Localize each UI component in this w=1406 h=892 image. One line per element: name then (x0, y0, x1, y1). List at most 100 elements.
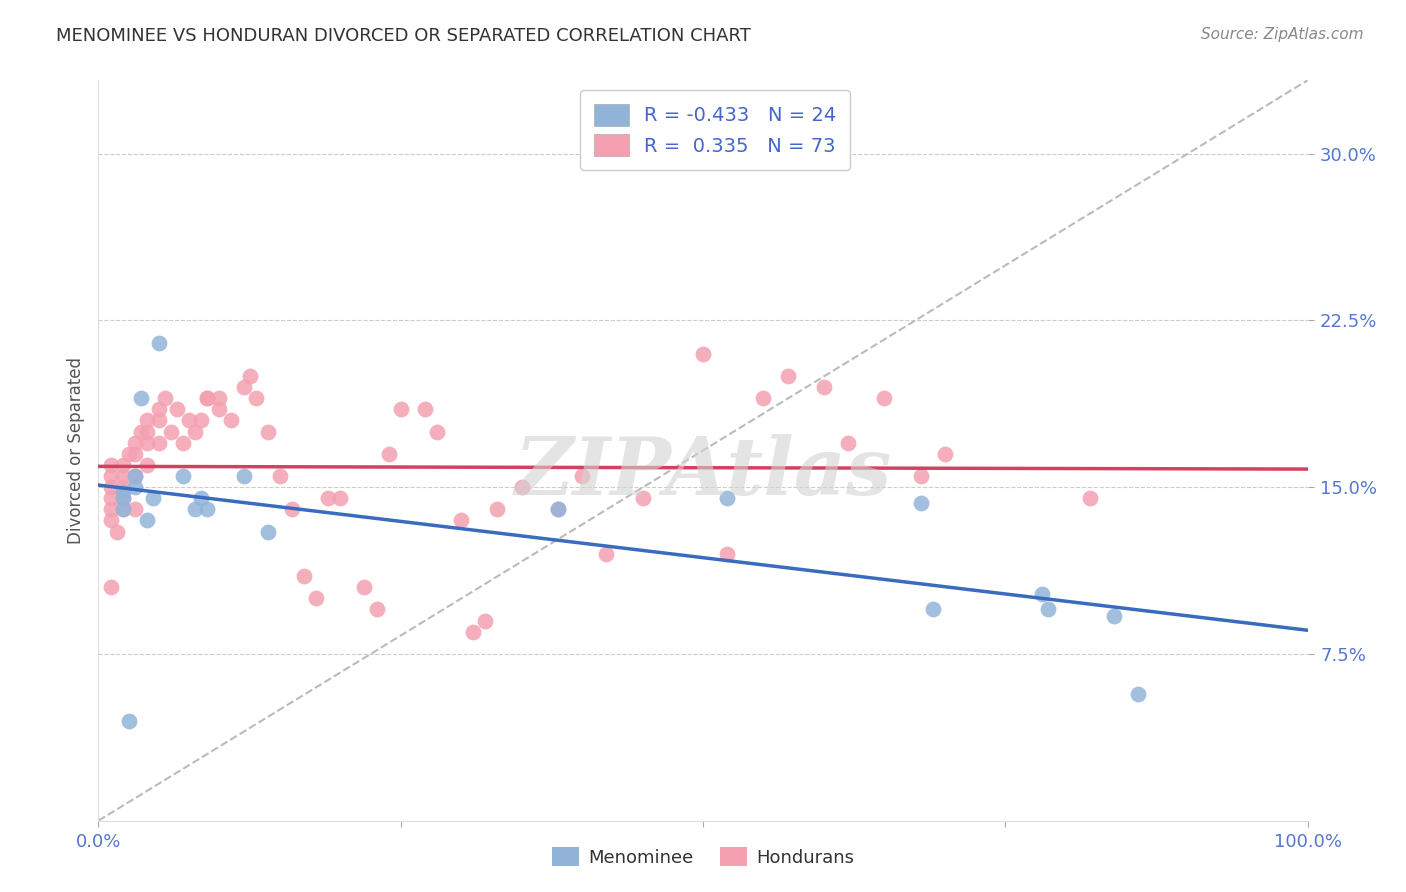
Point (426, 425, 449, 439)
Point (100, 514, 122, 528)
Point (463, 624, 485, 639)
Point (124, 480, 146, 494)
Point (111, 491, 134, 506)
Point (1036, 602, 1059, 616)
Point (547, 502, 569, 516)
Point (184, 425, 207, 439)
Point (232, 469, 254, 483)
Point (281, 502, 304, 516)
Point (135, 435, 157, 450)
Point (208, 391, 231, 405)
Y-axis label: Divorced or Separated: Divorced or Separated (66, 357, 84, 544)
Point (135, 425, 157, 439)
Point (692, 347, 714, 361)
Point (595, 547, 617, 561)
Point (239, 369, 262, 384)
Point (221, 413, 243, 427)
Point (148, 413, 170, 427)
Point (631, 491, 654, 506)
Point (100, 480, 122, 494)
Point (190, 413, 212, 427)
Point (1128, 687, 1150, 701)
Point (413, 402, 436, 417)
Point (100, 580, 122, 594)
Point (153, 391, 176, 405)
Point (292, 569, 315, 583)
Point (111, 484, 134, 499)
Point (100, 491, 122, 506)
Point (148, 335, 170, 350)
Point (837, 435, 859, 450)
Point (118, 447, 141, 461)
Point (111, 491, 134, 506)
Point (910, 469, 932, 483)
Point (329, 491, 352, 506)
Point (1078, 491, 1101, 506)
Legend: R = -0.433   N = 24, R =  0.335   N = 73: R = -0.433 N = 24, R = 0.335 N = 73 (581, 90, 851, 169)
Point (547, 502, 569, 516)
Point (813, 380, 835, 394)
Point (135, 514, 157, 528)
Point (124, 469, 146, 483)
Point (873, 391, 896, 405)
Legend: Menominee, Hondurans: Menominee, Hondurans (544, 840, 862, 874)
Point (124, 447, 146, 461)
Point (172, 435, 194, 450)
Text: ZIPAtlas: ZIPAtlas (515, 434, 891, 511)
Point (184, 502, 207, 516)
Point (100, 458, 122, 472)
Point (195, 502, 218, 516)
Point (245, 391, 267, 405)
Point (256, 524, 278, 539)
Point (124, 435, 146, 450)
Point (148, 402, 170, 417)
Point (179, 413, 201, 427)
Point (910, 496, 932, 510)
Point (105, 524, 128, 539)
Point (934, 447, 956, 461)
Point (208, 402, 231, 417)
Point (1031, 587, 1053, 601)
Point (148, 435, 170, 450)
Point (776, 369, 799, 384)
Point (124, 502, 146, 516)
Point (135, 413, 157, 427)
Point (366, 602, 388, 616)
Point (135, 458, 157, 472)
Point (752, 391, 775, 405)
Point (118, 714, 141, 728)
Point (100, 469, 122, 483)
Point (256, 425, 278, 439)
Point (377, 447, 399, 461)
Point (571, 469, 593, 483)
Point (716, 547, 738, 561)
Point (1102, 609, 1125, 624)
Point (124, 469, 146, 483)
Point (921, 602, 943, 616)
Point (474, 614, 496, 628)
Point (450, 514, 472, 528)
Point (111, 469, 134, 483)
Point (195, 391, 218, 405)
Point (166, 402, 188, 417)
Point (111, 458, 134, 472)
Point (129, 425, 152, 439)
Point (716, 491, 738, 506)
Point (353, 580, 375, 594)
Point (142, 491, 165, 506)
Point (510, 480, 533, 494)
Point (100, 502, 122, 516)
Point (111, 502, 134, 516)
Text: MENOMINEE VS HONDURAN DIVORCED OR SEPARATED CORRELATION CHART: MENOMINEE VS HONDURAN DIVORCED OR SEPARA… (56, 27, 751, 45)
Point (232, 380, 254, 394)
Point (389, 402, 412, 417)
Point (172, 469, 194, 483)
Point (195, 391, 218, 405)
Point (111, 480, 134, 494)
Point (190, 491, 212, 506)
Text: Source: ZipAtlas.com: Source: ZipAtlas.com (1201, 27, 1364, 42)
Point (269, 469, 291, 483)
Point (111, 502, 134, 516)
Point (160, 425, 183, 439)
Point (316, 491, 339, 506)
